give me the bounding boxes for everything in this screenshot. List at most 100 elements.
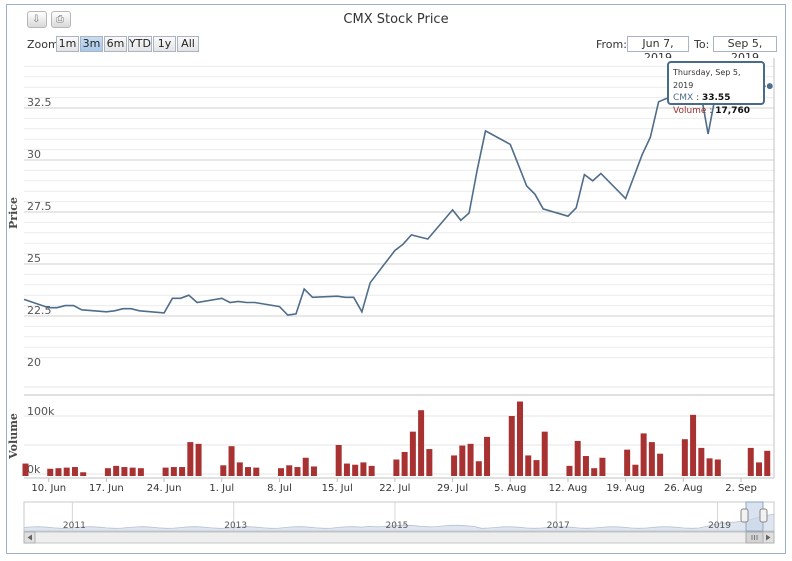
x-tick-label: 1. Jul (209, 483, 234, 494)
price-hover-point (765, 82, 774, 91)
volume-bar (648, 442, 655, 476)
volume-bar (591, 468, 598, 476)
navigator-year-label: 2019 (708, 521, 731, 531)
volume-bar (253, 467, 260, 476)
download-button[interactable]: ⇩ (27, 11, 47, 28)
volume-bar (484, 436, 491, 476)
zoom-all-button[interactable]: All (177, 36, 199, 52)
scrollbar-right-arrow-icon (766, 534, 771, 541)
volume-bar (368, 465, 375, 476)
volume-bar (426, 449, 433, 476)
navigator-right-handle (759, 508, 768, 523)
volume-bar (360, 462, 367, 476)
volume-bar (63, 467, 70, 476)
volume-bar (517, 401, 524, 476)
volume-bar (566, 465, 573, 476)
volume-bar (698, 447, 705, 476)
volume-bar (80, 472, 87, 476)
volume-axis-title: Volume (7, 413, 20, 460)
price-tick-label: 22.5 (27, 304, 52, 317)
price-line (23, 84, 766, 316)
zoom-3m-button[interactable]: 3m (80, 36, 103, 52)
volume-bar (286, 465, 293, 476)
x-tick-label: 17. Jun (89, 483, 124, 494)
price-tick-label: 30 (27, 148, 41, 161)
volume-bar (195, 443, 202, 476)
volume-bar (302, 457, 309, 476)
from-date-input[interactable]: Jun 7, 2019 (627, 36, 689, 64)
price-tick-label: 25 (27, 252, 41, 265)
x-tick-label: 12. Aug (549, 483, 588, 494)
navigator-year-label: 2017 (547, 521, 570, 531)
chart-title: CMX Stock Price (343, 12, 449, 27)
volume-bar (574, 440, 581, 476)
tooltip-series2-value: 17,760 (715, 106, 750, 116)
volume-bar (747, 447, 754, 476)
volume-bar (409, 431, 416, 476)
navigator-year-label: 2013 (224, 521, 247, 531)
volume-bar (187, 442, 194, 476)
volume-bar (624, 449, 631, 476)
price-axis-title: Price (7, 197, 20, 229)
volume-bar (690, 414, 697, 476)
volume-bar (582, 456, 589, 476)
volume-bar (352, 464, 359, 476)
volume-bar (681, 439, 688, 476)
x-tick-label: 15. Jul (322, 483, 353, 494)
volume-bar (220, 465, 227, 476)
x-tick-label: 29. Jul (437, 483, 468, 494)
volume-bar (335, 445, 342, 476)
volume-bar (277, 468, 284, 476)
tooltip-series2-label: Volume (673, 106, 707, 116)
price-tick-label: 27.5 (27, 200, 52, 213)
zoom-1m-button[interactable]: 1m (56, 36, 79, 52)
tooltip-series1-label: CMX (673, 93, 694, 103)
volume-bar (310, 466, 317, 476)
volume-bar (393, 459, 400, 476)
zoom-ytd-button[interactable]: YTD (128, 36, 152, 52)
zoom-6m-button[interactable]: 6m (104, 36, 127, 52)
volume-bar (121, 467, 128, 476)
volume-bar (113, 465, 120, 476)
tooltip: Thursday, Sep 5, 2019 CMX : 33.55 Volume… (667, 61, 765, 116)
volume-bar (714, 459, 721, 476)
price-tick-label: 20 (27, 356, 41, 369)
volume-bar (467, 443, 474, 476)
navigator-series (23, 513, 775, 532)
x-tick-label: 2. Sep (725, 483, 757, 494)
from-label: From: (596, 38, 627, 51)
zoom-1y-button[interactable]: 1y (153, 36, 176, 52)
scrollbar-left-arrow-icon (27, 534, 32, 541)
volume-bar (764, 450, 771, 476)
volume-bar (294, 467, 301, 476)
volume-bar (533, 460, 540, 476)
volume-bar (22, 463, 29, 476)
print-button[interactable]: ⎙ (51, 11, 71, 28)
x-tick-label: 22. Jul (379, 483, 410, 494)
volume-bar (343, 463, 350, 476)
volume-bar (55, 468, 62, 476)
volume-bar (508, 416, 515, 476)
volume-bar (179, 467, 186, 476)
tooltip-series1-value: 33.55 (701, 93, 731, 103)
volume-bar (706, 458, 713, 476)
zoom-label: Zoom (27, 38, 59, 51)
volume-bar (71, 467, 78, 476)
volume-bar (129, 467, 136, 476)
volume-bar (475, 461, 482, 476)
x-tick-label: 26. Aug (664, 483, 703, 494)
volume-bar (137, 468, 144, 476)
price-plot-area (24, 58, 774, 368)
to-label: To: (694, 38, 710, 51)
x-tick-label: 19. Aug (606, 483, 645, 494)
volume-bar (657, 453, 664, 476)
tooltip-date: Thursday, Sep 5, 2019 (673, 68, 741, 90)
volume-bar (459, 445, 466, 476)
volume-bar (541, 431, 548, 476)
volume-bar (599, 457, 606, 476)
volume-bar (162, 467, 169, 476)
volume-bar (228, 446, 235, 476)
volume-bar (632, 464, 639, 476)
volume-bar (236, 462, 243, 476)
